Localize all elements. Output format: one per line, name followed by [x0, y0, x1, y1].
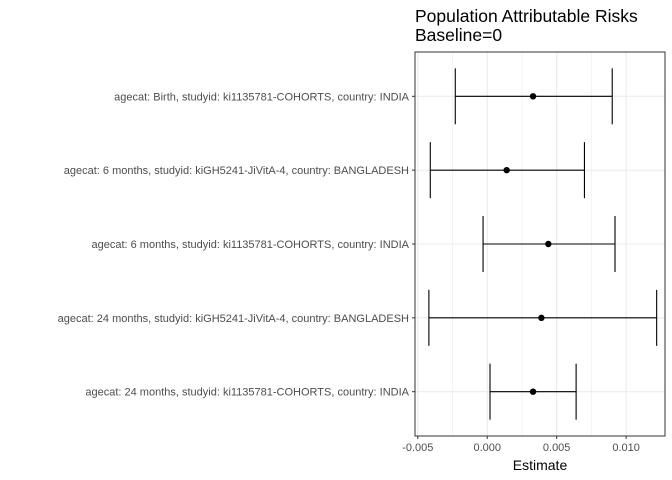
- x-axis-ticks: -0.005 0.000 0.005 0.010: [402, 436, 640, 454]
- chart-title: Population Attributable Risks: [415, 6, 638, 26]
- chart-subtitle: Baseline=0: [415, 25, 502, 45]
- x-axis-label: Estimate: [513, 457, 568, 473]
- point-estimates: [503, 93, 552, 395]
- point-estimate: [545, 240, 552, 248]
- y-tick-label: agecat: 24 months, studyid: ki1135781-CO…: [85, 387, 409, 399]
- x-tick-label: 0.000: [473, 442, 501, 454]
- y-tick-label: agecat: 6 months, studyid: ki1135781-COH…: [91, 239, 409, 251]
- x-tick-label: 0.005: [543, 442, 571, 454]
- y-tick-label: agecat: 24 months, studyid: kiGH5241-JiV…: [58, 313, 409, 325]
- point-estimate: [503, 166, 510, 174]
- point-estimate: [538, 314, 545, 322]
- point-estimate: [529, 388, 537, 395]
- point-estimate: [529, 93, 537, 100]
- x-tick-label: -0.005: [402, 442, 433, 454]
- y-tick-label: agecat: Birth, studyid: ki1135781-COHORT…: [114, 91, 410, 103]
- x-tick-label: 0.010: [612, 442, 640, 454]
- y-tick-label: agecat: 6 months, studyid: kiGH5241-JiVi…: [64, 165, 409, 177]
- y-axis-labels: agecat: Birth, studyid: ki1135781-COHORT…: [58, 91, 415, 399]
